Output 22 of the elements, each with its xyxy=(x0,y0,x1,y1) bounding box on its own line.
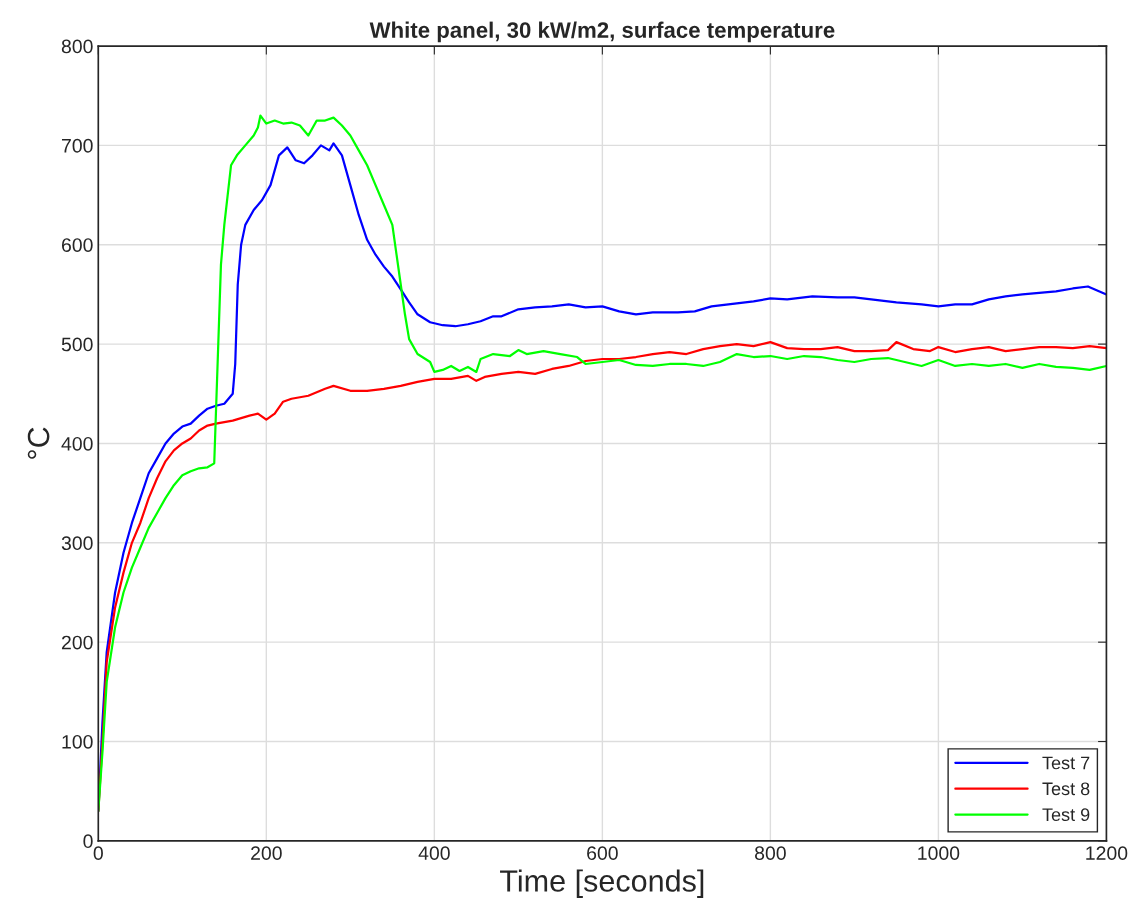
x-axis-title: Time [seconds] xyxy=(500,869,704,898)
y-axis-title: °C xyxy=(27,427,50,459)
y-tick-label: 800 xyxy=(61,39,93,54)
chart-title: White panel, 30 kW/m2, surface temperature xyxy=(369,21,835,43)
y-tick-label: 400 xyxy=(61,436,93,451)
legend-label: Test 7 xyxy=(1042,756,1090,770)
y-tick-label: 700 xyxy=(61,138,93,153)
y-tick-label: 100 xyxy=(62,734,93,749)
x-tick-label: 800 xyxy=(755,846,786,861)
x-tick-label: 0 xyxy=(93,846,103,861)
y-tick-label: 200 xyxy=(61,635,93,650)
x-tick-label: 400 xyxy=(418,846,450,861)
x-tick-label: 200 xyxy=(251,846,282,861)
y-tick-label: 600 xyxy=(61,238,93,252)
x-tick-label: 1000 xyxy=(918,846,960,861)
x-tick-label: 1200 xyxy=(1086,846,1128,861)
y-tick-label: 0 xyxy=(83,834,93,849)
y-tick-label: 300 xyxy=(61,536,93,551)
legend-label: Test 9 xyxy=(1042,808,1090,822)
y-tick-label: 500 xyxy=(61,337,93,352)
legend-label: Test 8 xyxy=(1042,782,1090,796)
x-tick-label: 600 xyxy=(587,846,618,861)
